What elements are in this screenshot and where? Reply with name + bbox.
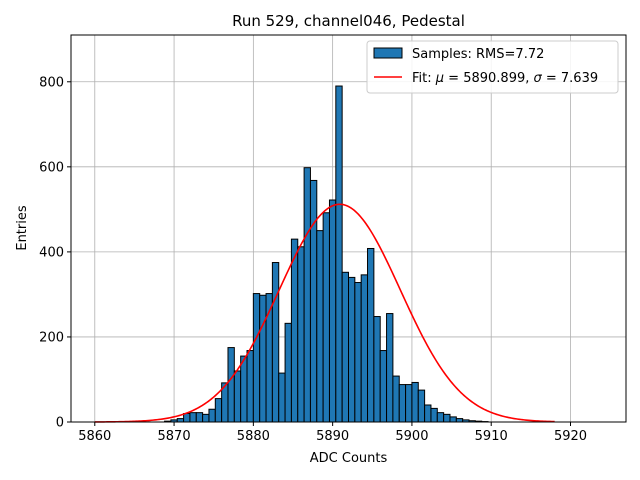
plot-frame <box>70 34 627 423</box>
histogram-bar <box>259 294 267 423</box>
x-axis-ticks: 5860 5870 5880 5890 5900 5910 5920 <box>78 422 587 444</box>
histogram-bar <box>252 293 261 423</box>
histogram-bar <box>398 384 407 423</box>
legend: Samples: RMS=7.72 Fit: μ = 5890.899, σ =… <box>366 40 619 94</box>
x-axis-label: ADC Counts <box>310 451 388 466</box>
legend-hist-swatch <box>373 47 403 59</box>
histogram-bar <box>335 85 343 423</box>
histogram-bar <box>246 350 254 423</box>
histogram-bar <box>176 418 185 423</box>
histogram-bar <box>309 179 318 423</box>
histogram-bar <box>214 398 223 423</box>
histogram-bar <box>290 238 299 423</box>
gaussian-fit-curve <box>94 203 555 423</box>
histogram-bar <box>316 230 324 423</box>
histogram-bar <box>424 404 432 423</box>
x-tick-label: 5890 <box>316 429 349 444</box>
histogram-bar <box>430 407 438 423</box>
y-tick-label: 200 <box>39 330 64 345</box>
y-axis-ticks: 0 200 400 600 800 <box>39 75 71 431</box>
histogram-bars <box>164 85 489 423</box>
legend-fit-part2: = 5890.899, <box>444 71 533 86</box>
y-tick-label: 600 <box>39 160 64 175</box>
y-tick-label: 0 <box>56 416 64 431</box>
histogram-bar <box>436 412 445 423</box>
histogram-bar <box>208 408 216 423</box>
histogram-bar <box>386 313 394 423</box>
y-tick-label: 400 <box>39 245 64 260</box>
histogram-bar <box>233 370 242 423</box>
histogram-bar <box>189 412 197 423</box>
x-tick-label: 5860 <box>78 429 111 444</box>
legend-fit-mu: μ <box>435 71 444 86</box>
histogram-bar <box>455 418 464 423</box>
y-tick-label: 800 <box>39 75 64 90</box>
x-tick-label: 5870 <box>158 429 191 444</box>
histogram-bar <box>348 276 356 423</box>
x-tick-label: 5910 <box>475 429 508 444</box>
histogram-bar <box>328 199 337 423</box>
legend-fit-part3: = 7.639 <box>542 71 598 86</box>
histogram-bar <box>297 246 305 423</box>
histogram-bar <box>240 355 248 423</box>
histogram-bar <box>278 372 286 423</box>
histogram-bar <box>284 322 292 423</box>
legend-fit-sigma: σ <box>534 71 543 86</box>
histogram-bar <box>195 412 204 423</box>
legend-hist-label: Samples: RMS=7.72 <box>412 47 544 62</box>
histogram-bar <box>449 416 457 423</box>
legend-fit-part1: Fit: <box>412 71 436 86</box>
x-tick-label: 5920 <box>554 429 587 444</box>
x-tick-label: 5900 <box>395 429 428 444</box>
histogram-bar <box>367 247 375 423</box>
histogram-bar <box>443 413 451 423</box>
histogram-bar <box>392 375 400 423</box>
histogram-bar <box>417 389 426 423</box>
legend-fit-label: Fit: μ = 5890.899, σ = 7.639 <box>412 71 598 86</box>
chart-title: Run 529, channel046, Pedestal <box>232 12 465 30</box>
histogram-bar <box>360 274 369 423</box>
histogram-bar <box>322 212 330 423</box>
histogram-bar <box>303 167 311 423</box>
histogram-bar <box>405 384 413 423</box>
legend-box <box>366 40 619 94</box>
y-axis-label: Entries <box>15 205 30 251</box>
histogram-bar <box>341 271 349 423</box>
histogram-bar <box>373 316 381 423</box>
histogram-bar <box>354 282 362 423</box>
x-tick-label: 5880 <box>237 429 270 444</box>
histogram-bar <box>202 413 210 423</box>
histogram-bar <box>227 347 235 423</box>
histogram-bar <box>271 262 280 423</box>
histogram-bar <box>411 381 419 423</box>
histogram-bar <box>379 350 388 423</box>
histogram-bar <box>183 412 191 423</box>
